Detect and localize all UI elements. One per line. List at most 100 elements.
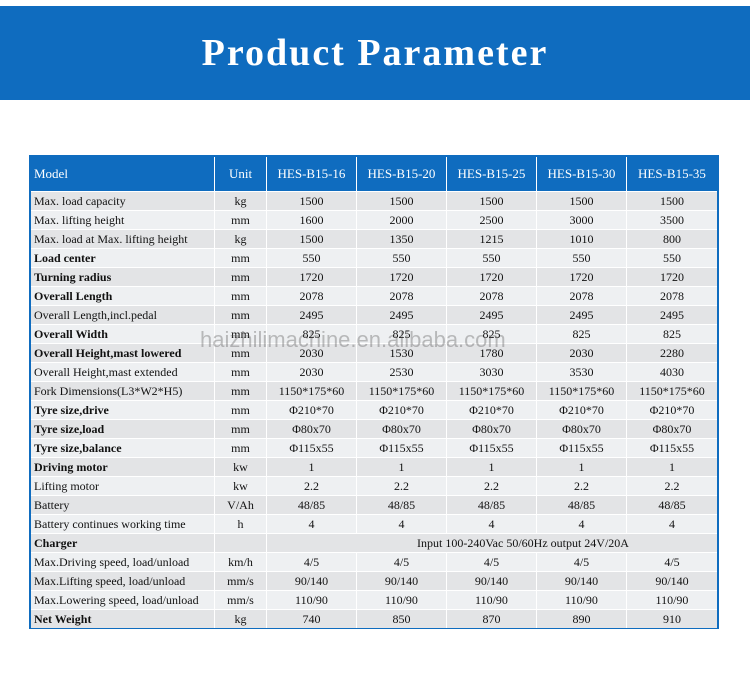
table-row: Max. load capacity kg 1500 1500 1500 1500 1500 (31, 191, 717, 210)
row-value: Φ210*70 (627, 400, 717, 419)
row-unit: mm (215, 305, 267, 324)
row-value: 800 (627, 229, 717, 248)
row-value: 2.2 (357, 476, 447, 495)
table-row: Tyre size,drive mm Φ210*70 Φ210*70 Φ210*70 Φ2… (31, 400, 717, 419)
row-value: 2.2 (447, 476, 537, 495)
row-value: 2030 (267, 343, 357, 362)
parameter-table-container: Model Unit HES-B15-16 HES-B15-20 HES-B15… (29, 155, 719, 629)
row-value: 3500 (627, 210, 717, 229)
row-value: Φ210*70 (357, 400, 447, 419)
header-unit: Unit (215, 157, 267, 191)
row-unit: mm (215, 419, 267, 438)
row-unit: kw (215, 476, 267, 495)
row-value: 2078 (267, 286, 357, 305)
row-unit (215, 533, 267, 552)
row-unit: mm/s (215, 590, 267, 609)
table-row: Net Weight kg 740 850 870 890 910 (31, 609, 717, 628)
row-value: Φ80x70 (627, 419, 717, 438)
row-value: Φ80x70 (447, 419, 537, 438)
row-value: 1720 (537, 267, 627, 286)
row-unit: km/h (215, 552, 267, 571)
row-value: 110/90 (537, 590, 627, 609)
row-value: 2030 (267, 362, 357, 381)
row-value: 4 (267, 514, 357, 533)
row-label: Battery (31, 495, 215, 514)
table-row: Turning radius mm 1720 1720 1720 1720 1720 (31, 267, 717, 286)
row-value: 1500 (267, 229, 357, 248)
row-value: 1720 (357, 267, 447, 286)
row-unit: mm (215, 400, 267, 419)
header-model-b15-25: HES-B15-25 (447, 157, 537, 191)
row-label: Max. load at Max. lifting height (31, 229, 215, 248)
row-value: 3530 (537, 362, 627, 381)
row-value: 3000 (537, 210, 627, 229)
row-value: 1500 (447, 191, 537, 210)
row-label: Load center (31, 248, 215, 267)
row-span-value: Input 100-240Vac 50/60Hz output 24V/20A (267, 533, 717, 552)
row-value: 910 (627, 609, 717, 628)
row-unit: mm (215, 438, 267, 457)
row-value: 2078 (537, 286, 627, 305)
row-value: 4/5 (537, 552, 627, 571)
table-row: Max.Driving speed, load/unload km/h 4/5 4/5… (31, 552, 717, 571)
row-value: Φ115x55 (447, 438, 537, 457)
row-unit: mm (215, 324, 267, 343)
row-unit: mm (215, 248, 267, 267)
row-value: 1150*175*60 (267, 381, 357, 400)
row-value: 870 (447, 609, 537, 628)
row-value: 1215 (447, 229, 537, 248)
row-value: 48/85 (627, 495, 717, 514)
row-value: Φ115x55 (627, 438, 717, 457)
row-label: Fork Dimensions(L3*W2*H5) (31, 381, 215, 400)
row-unit: mm (215, 362, 267, 381)
row-label: Driving motor (31, 457, 215, 476)
row-value: 1150*175*60 (627, 381, 717, 400)
table-row: Battery continues working time h 4 4 4 4 4 (31, 514, 717, 533)
row-value: 1150*175*60 (447, 381, 537, 400)
row-label: Overall Length,incl.pedal (31, 305, 215, 324)
row-unit: kg (215, 191, 267, 210)
row-unit: mm (215, 343, 267, 362)
table-row: Overall Height,mast lowered mm 2030 1530 178… (31, 343, 717, 362)
row-value: Φ115x55 (537, 438, 627, 457)
table-row: Battery V/Ah 48/85 48/85 48/85 48/85 48/85 (31, 495, 717, 514)
row-value: 4030 (627, 362, 717, 381)
row-unit: mm (215, 286, 267, 305)
row-value: 1780 (447, 343, 537, 362)
row-value: 2495 (627, 305, 717, 324)
row-label: Tyre size,load (31, 419, 215, 438)
row-value: 825 (627, 324, 717, 343)
header-model-b15-20: HES-B15-20 (357, 157, 447, 191)
table-row: Max.Lowering speed, load/unload mm/s 110/9… (31, 590, 717, 609)
row-value: 90/140 (357, 571, 447, 590)
title-banner: Product Parameter (0, 6, 750, 100)
row-unit: h (215, 514, 267, 533)
page-title: Product Parameter (201, 32, 549, 74)
row-value: 4/5 (627, 552, 717, 571)
row-value: 1530 (357, 343, 447, 362)
row-value: 48/85 (357, 495, 447, 514)
row-value: 2.2 (627, 476, 717, 495)
row-value: 2030 (537, 343, 627, 362)
table-row: Max.Lifting speed, load/unload mm/s 90/140… (31, 571, 717, 590)
row-label: Battery continues working time (31, 514, 215, 533)
row-value: 825 (357, 324, 447, 343)
row-label: Net Weight (31, 609, 215, 628)
row-value: 1150*175*60 (357, 381, 447, 400)
row-value: Φ80x70 (357, 419, 447, 438)
row-value: 90/140 (267, 571, 357, 590)
row-value: 48/85 (447, 495, 537, 514)
row-value: Φ115x55 (267, 438, 357, 457)
table-row: Overall Length,incl.pedal mm 2495 2495 2495 2… (31, 305, 717, 324)
row-value: 2495 (267, 305, 357, 324)
row-unit: mm (215, 381, 267, 400)
row-value: 1720 (447, 267, 537, 286)
row-value: 4 (447, 514, 537, 533)
row-label: Overall Height,mast extended (31, 362, 215, 381)
table-row: Fork Dimensions(L3*W2*H5) mm 1150*175*60 11… (31, 381, 717, 400)
row-value: 825 (447, 324, 537, 343)
table-row: Max. lifting height mm 1600 2000 2500 3000 350… (31, 210, 717, 229)
table-row: Driving motor kw 1 1 1 1 1 (31, 457, 717, 476)
table-body: Max. load capacity kg 1500 1500 1500 1500 1500… (31, 191, 717, 628)
row-value: 48/85 (537, 495, 627, 514)
